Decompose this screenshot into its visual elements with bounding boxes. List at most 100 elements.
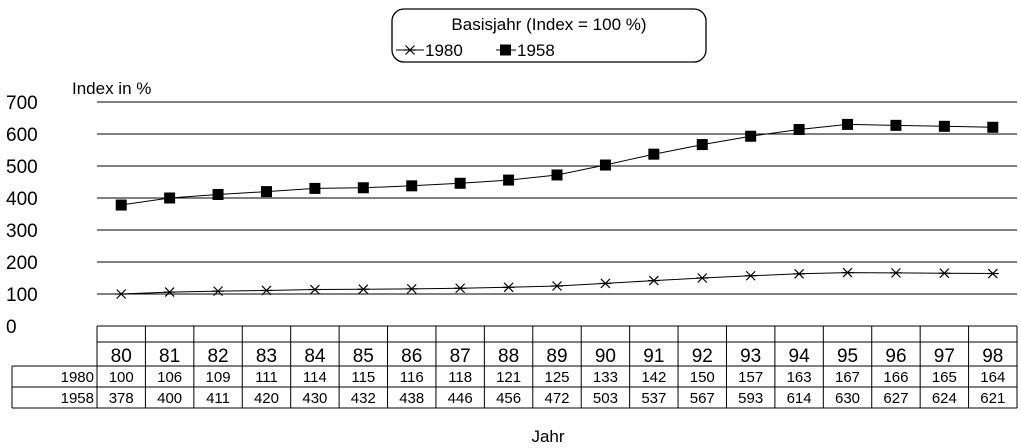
point-1958-95 — [842, 118, 854, 130]
table-cell-1958-97: 624 — [932, 390, 957, 407]
point-1980-90 — [599, 278, 612, 289]
table-cell-1958-95: 630 — [835, 390, 860, 407]
x-tick-label: 84 — [304, 346, 326, 367]
table-cell-1958-91: 537 — [641, 390, 666, 407]
y-tick-label: 100 — [6, 285, 38, 306]
point-1980-84 — [308, 284, 321, 295]
y-tick-label: 300 — [6, 221, 38, 242]
table-cell-1980-89: 125 — [544, 369, 569, 386]
table-cell-1980-87: 118 — [448, 369, 472, 386]
point-1980-81 — [163, 287, 176, 298]
legend-label-1958: 1958 — [517, 41, 555, 60]
table-cell-1980-95: 167 — [835, 369, 860, 386]
point-1980-95 — [841, 267, 854, 278]
point-1980-86 — [405, 283, 418, 294]
table-cell-1980-85: 115 — [351, 369, 375, 386]
table-cell-1958-96: 627 — [883, 390, 908, 407]
point-1958-90 — [599, 159, 611, 171]
y-tick-labels: 0 100 200 300 400 500 600 700 — [6, 93, 38, 338]
table-cell-1958-80: 378 — [109, 390, 134, 407]
point-1958-92 — [696, 139, 708, 151]
x-tick-label: 80 — [111, 346, 132, 367]
x-tick-label: 98 — [982, 346, 1003, 367]
table-cell-1980-86: 116 — [400, 369, 424, 386]
table-cell-1958-94: 614 — [787, 390, 812, 407]
x-tick-label: 81 — [159, 346, 180, 367]
y-tick-label: 500 — [6, 157, 38, 178]
x-tick-label: 85 — [353, 346, 374, 367]
y-tick-label: 200 — [6, 253, 38, 274]
table-cell-1980-88: 121 — [496, 369, 521, 386]
point-1980-97 — [938, 268, 951, 279]
y-tick-label: 0 — [6, 317, 17, 338]
table-cell-1958-88: 456 — [496, 390, 521, 407]
x-tick-label: 91 — [643, 346, 664, 367]
table-cell-1980-91: 142 — [641, 369, 666, 386]
point-1958-86 — [406, 180, 418, 192]
table-row-label: 1980 — [61, 369, 94, 386]
table-cell-1980-94: 163 — [787, 369, 812, 386]
legend-marker-1958 — [500, 44, 511, 56]
table-cell-1958-90: 503 — [593, 390, 618, 407]
x-axis-label: Jahr — [531, 427, 564, 446]
table-cell-1980-80: 100 — [109, 369, 134, 386]
x-tick-label: 96 — [885, 346, 906, 367]
x-tick-label: 97 — [934, 346, 955, 367]
x-tick-label: 95 — [837, 346, 858, 367]
table-row-label: 1958 — [61, 390, 94, 407]
table-cell-1958-81: 400 — [157, 390, 182, 407]
table-cell-1980-97: 165 — [932, 369, 957, 386]
legend: Basisjahr (Index = 100 %) 1980 1958 — [391, 8, 707, 63]
point-1980-83 — [260, 285, 273, 296]
point-1958-87 — [454, 177, 466, 189]
table-cell-1980-82: 109 — [206, 369, 231, 386]
x-tick-label: 94 — [789, 346, 811, 367]
table-cell-1958-83: 420 — [254, 390, 279, 407]
point-1980-82 — [212, 286, 225, 297]
table-cell-1980-98: 164 — [980, 369, 1005, 386]
point-1958-81 — [164, 192, 176, 204]
point-1980-92 — [696, 273, 709, 283]
table-cell-1980-83: 111 — [255, 369, 278, 386]
legend-box — [391, 8, 707, 63]
table-cell-1958-98: 621 — [980, 390, 1005, 407]
legend-entry-1958: 1958 — [496, 41, 555, 60]
x-tick-label: 87 — [450, 346, 471, 367]
point-1958-93 — [745, 130, 757, 142]
table-cell-1958-89: 472 — [544, 390, 569, 407]
x-tick-label: 92 — [692, 346, 713, 367]
table-cell-1980-92: 150 — [690, 369, 715, 386]
x-tick-label: 90 — [595, 346, 616, 367]
point-1958-94 — [793, 124, 805, 136]
x-tick-label: 88 — [498, 346, 519, 367]
table-cell-1958-93: 593 — [738, 390, 763, 407]
point-1958-97 — [938, 120, 950, 132]
legend-label-1980: 1980 — [425, 41, 463, 60]
point-1958-80 — [115, 199, 127, 211]
point-1958-85 — [357, 182, 369, 194]
table-cell-1958-92: 567 — [690, 390, 715, 407]
x-tick-label: 86 — [401, 346, 422, 367]
point-1958-91 — [648, 148, 660, 160]
gridlines — [97, 101, 1017, 295]
series-line-1958 — [121, 123, 993, 206]
series-markers — [115, 118, 999, 299]
point-1980-88 — [502, 282, 515, 293]
point-1980-89 — [551, 281, 563, 291]
x-tick-label: 83 — [256, 346, 277, 367]
y-axis-label: Index in % — [72, 79, 151, 98]
point-1980-85 — [357, 284, 370, 295]
legend-title: Basisjahr (Index = 100 %) — [451, 15, 646, 34]
point-1980-87 — [454, 283, 467, 294]
table-cell-1980-90: 133 — [593, 369, 618, 386]
legend-entry-1980: 1980 — [396, 41, 463, 60]
point-1980-91 — [647, 275, 660, 286]
x-tick-label: 89 — [546, 346, 567, 367]
y-tick-label: 400 — [6, 189, 38, 210]
point-1980-93 — [744, 270, 757, 281]
table-cell-1958-87: 446 — [448, 390, 473, 407]
series-lines — [121, 123, 993, 295]
point-1980-80 — [115, 289, 128, 299]
table-cell-1958-82: 411 — [206, 390, 230, 407]
